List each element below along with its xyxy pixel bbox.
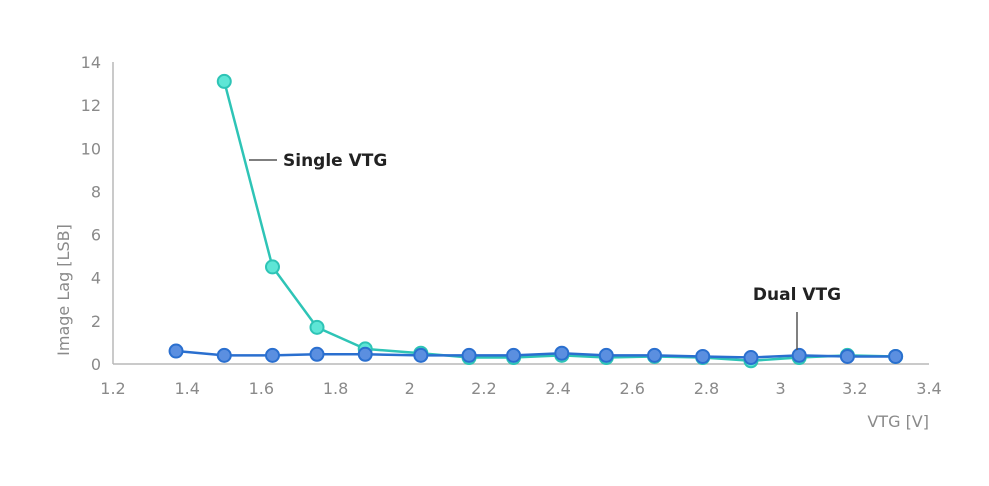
dual-vtg-point	[168, 343, 184, 359]
x-tick-label: 2.6	[620, 379, 645, 398]
x-tick-label: 1.2	[100, 379, 125, 398]
dual-vtg-point	[264, 347, 280, 363]
dual-vtg-point	[357, 346, 373, 362]
x-axis-title: VTG [V]	[867, 412, 929, 431]
dual-vtg-point	[888, 348, 904, 364]
dual-vtg-point	[461, 347, 477, 363]
single-vtg-point	[264, 259, 280, 275]
single-vtg-label: Single VTG	[283, 151, 387, 171]
dual-vtg-point	[839, 348, 855, 364]
dual-vtg-point	[598, 347, 614, 363]
dual-vtg-point	[506, 347, 522, 363]
y-axis-title: Image Lag [LSB]	[54, 224, 73, 356]
dual-vtg-point	[216, 347, 232, 363]
x-tick-label: 1.8	[323, 379, 348, 398]
series-markers	[168, 73, 904, 369]
y-tick-label: 10	[81, 139, 101, 158]
x-tick-label: 1.6	[249, 379, 274, 398]
dual-vtg-point	[743, 350, 759, 366]
x-tick-label: 2	[405, 379, 415, 398]
x-tick-label: 2.4	[545, 379, 570, 398]
x-tick-label: 3	[776, 379, 786, 398]
y-tick-label: 14	[81, 53, 101, 72]
dual-vtg-point	[647, 347, 663, 363]
x-tick-label: 3.2	[842, 379, 867, 398]
y-tick-label: 0	[91, 355, 101, 374]
x-tick-label: 3.4	[916, 379, 941, 398]
dual-vtg-point	[695, 348, 711, 364]
y-tick-label: 4	[91, 269, 101, 288]
y-tick-label: 8	[91, 182, 101, 201]
dual-vtg-label: Dual VTG	[753, 285, 841, 305]
dual-vtg-point	[413, 347, 429, 363]
single-vtg-line	[223, 81, 896, 363]
x-tick-label: 2.2	[471, 379, 496, 398]
x-tick-label: 2.8	[694, 379, 719, 398]
x-tick-labels: 1.2 1.4 1.6 1.8 2 2.2 2.4 2.6 2.8 3 3.2 3.4	[100, 379, 941, 398]
y-tick-label: 12	[81, 96, 101, 115]
single-vtg-point	[216, 73, 232, 89]
series-lines	[175, 81, 896, 363]
dual-vtg-point	[309, 346, 325, 362]
single-vtg-point	[309, 319, 325, 335]
y-tick-label: 6	[91, 226, 101, 245]
y-tick-label: 2	[91, 312, 101, 331]
dual-vtg-point	[791, 347, 807, 363]
x-tick-label: 1.4	[174, 379, 199, 398]
dual-vtg-point	[554, 345, 570, 361]
axes	[112, 62, 929, 365]
y-tick-labels: 0 2 4 6 8 10 12 14	[81, 53, 101, 374]
dual-vtg-line	[175, 349, 896, 359]
